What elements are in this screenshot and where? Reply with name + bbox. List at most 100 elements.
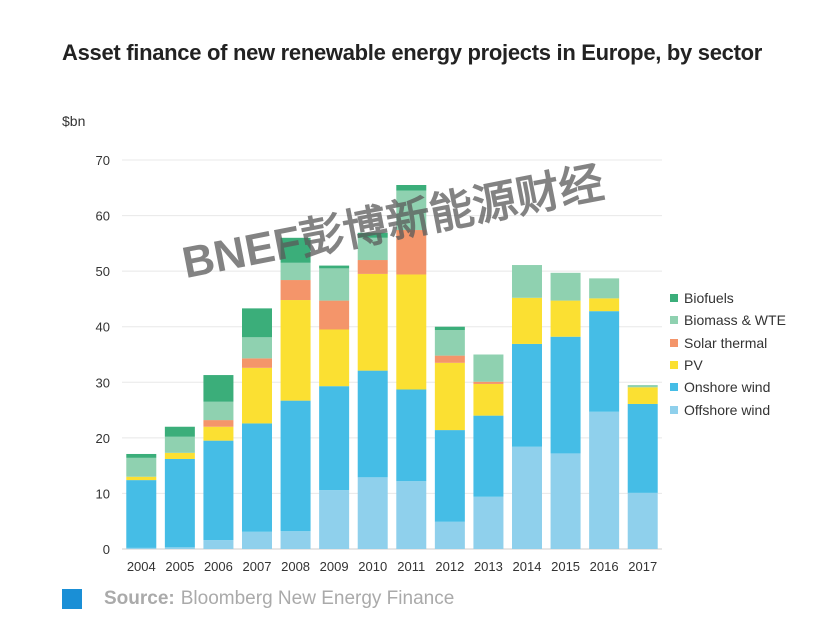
bar-segment-offshore-wind-2005 bbox=[164, 547, 195, 549]
bar-segment-pv-2010 bbox=[357, 273, 388, 371]
bar-segment-biomass-wte-2013 bbox=[473, 354, 504, 382]
bar-segment-onshore-wind-2015 bbox=[550, 336, 581, 454]
bar-segment-offshore-wind-2014 bbox=[512, 446, 542, 549]
bar-segment-pv-2012 bbox=[434, 362, 465, 431]
bar-segment-biomass-wte-2017 bbox=[627, 385, 658, 388]
bar-segment-offshore-wind-2017 bbox=[627, 492, 658, 549]
bar-segment-pv-2004 bbox=[126, 476, 157, 481]
x-tick-label: 2006 bbox=[204, 559, 233, 574]
y-tick-label: 10 bbox=[96, 486, 110, 501]
bar-segment-offshore-wind-2009 bbox=[319, 490, 350, 549]
bar-segment-solar-thermal-2007 bbox=[242, 358, 272, 368]
x-tick-label: 2012 bbox=[435, 559, 464, 574]
x-tick-label: 2010 bbox=[358, 559, 387, 574]
bar-segment-solar-thermal-2009 bbox=[319, 300, 350, 330]
legend-label: Biomass & WTE bbox=[684, 312, 786, 329]
y-axis-label: $bn bbox=[62, 113, 86, 129]
x-tick-label: 2017 bbox=[628, 559, 657, 574]
bar-segment-biomass-wte-2015 bbox=[550, 272, 581, 301]
x-tick-label: 2015 bbox=[551, 559, 580, 574]
bar-segment-onshore-wind-2013 bbox=[473, 415, 504, 497]
bar-segment-solar-thermal-2013 bbox=[473, 381, 504, 384]
legend-swatch-icon bbox=[670, 316, 678, 325]
bar-segment-offshore-wind-2012 bbox=[434, 521, 465, 549]
bar-segment-biomass-wte-2010 bbox=[357, 237, 388, 261]
bar-segment-pv-2011 bbox=[396, 274, 427, 390]
bar-segment-biomass-wte-2012 bbox=[434, 330, 465, 356]
legend-label: Solar thermal bbox=[684, 334, 768, 351]
bar-segment-pv-2005 bbox=[164, 452, 195, 459]
bar-segment-biomass-wte-2009 bbox=[319, 268, 350, 301]
bar-segment-biomass-wte-2011 bbox=[396, 190, 427, 231]
bar-segment-solar-thermal-2011 bbox=[396, 230, 427, 275]
bar-segment-pv-2016 bbox=[589, 298, 620, 312]
bar-segment-onshore-wind-2005 bbox=[164, 458, 195, 548]
y-tick-label: 30 bbox=[96, 375, 110, 390]
bar-segment-biofuels-2004 bbox=[126, 453, 157, 458]
y-tick-label: 20 bbox=[96, 431, 110, 446]
legend-swatch-icon bbox=[670, 361, 678, 370]
bar-segment-biofuels-2009 bbox=[319, 265, 350, 269]
source-square-icon bbox=[62, 589, 82, 609]
source-label: Source: bbox=[104, 588, 175, 609]
x-tick-label: 2014 bbox=[513, 559, 542, 574]
bar-segment-biomass-wte-2008 bbox=[280, 262, 311, 281]
bar-segment-offshore-wind-2016 bbox=[589, 411, 620, 549]
bar-segment-biofuels-2007 bbox=[242, 308, 272, 338]
bar-segment-onshore-wind-2006 bbox=[203, 440, 234, 541]
x-tick-label: 2016 bbox=[590, 559, 619, 574]
bar-segment-onshore-wind-2014 bbox=[512, 343, 542, 447]
y-tick-label: 0 bbox=[103, 542, 110, 557]
bar-segment-offshore-wind-2010 bbox=[357, 477, 388, 549]
bar-segment-pv-2007 bbox=[242, 367, 272, 424]
x-tick-label: 2011 bbox=[397, 559, 425, 574]
bar-segment-onshore-wind-2009 bbox=[319, 386, 350, 491]
bar-segment-onshore-wind-2008 bbox=[280, 400, 311, 532]
bar-segment-onshore-wind-2004 bbox=[126, 480, 157, 548]
x-tick-label: 2009 bbox=[320, 559, 349, 574]
bar-segment-biomass-wte-2004 bbox=[126, 457, 157, 477]
bar-segment-pv-2008 bbox=[280, 300, 311, 401]
bar-segment-onshore-wind-2010 bbox=[357, 370, 388, 478]
bar-segment-onshore-wind-2007 bbox=[242, 423, 272, 532]
y-tick-label: 70 bbox=[96, 153, 110, 168]
source-text: Bloomberg New Energy Finance bbox=[180, 588, 455, 609]
bar-segment-biofuels-2011 bbox=[396, 185, 427, 191]
legend-item: Onshore wind bbox=[670, 376, 786, 398]
x-tick-label: 2004 bbox=[127, 559, 156, 574]
bar-segment-onshore-wind-2011 bbox=[396, 389, 427, 482]
bar-segment-pv-2015 bbox=[550, 300, 581, 337]
source-note: Source: Bloomberg New Energy Finance bbox=[62, 588, 454, 610]
bar-segment-biofuels-2010 bbox=[357, 232, 388, 238]
bar-segment-solar-thermal-2012 bbox=[434, 355, 465, 363]
bar-segment-pv-2017 bbox=[627, 387, 658, 404]
legend-swatch-icon bbox=[670, 294, 678, 303]
x-tick-label: 2005 bbox=[165, 559, 194, 574]
legend-item: Solar thermal bbox=[670, 332, 786, 354]
bar-segment-pv-2013 bbox=[473, 383, 504, 416]
bar-segment-offshore-wind-2015 bbox=[550, 453, 581, 549]
x-tick-label: 2007 bbox=[243, 559, 272, 574]
bar-segment-pv-2006 bbox=[203, 426, 234, 441]
bar-segment-biomass-wte-2005 bbox=[164, 436, 195, 453]
x-tick-label: 2013 bbox=[474, 559, 503, 574]
bar-segment-biofuels-2012 bbox=[434, 326, 465, 331]
bar-segment-biofuels-2005 bbox=[164, 426, 195, 437]
bar-segment-offshore-wind-2013 bbox=[473, 496, 504, 549]
legend-item: Biofuels bbox=[670, 287, 786, 309]
legend-label: Offshore wind bbox=[684, 401, 771, 418]
bar-segment-biofuels-2006 bbox=[203, 375, 234, 402]
y-tick-label: 40 bbox=[96, 320, 110, 335]
legend-label: PV bbox=[684, 357, 703, 374]
legend-swatch-icon bbox=[670, 405, 678, 414]
legend-item: PV bbox=[670, 354, 786, 376]
bar-segment-biofuels-2008 bbox=[280, 237, 311, 263]
y-tick-label: 50 bbox=[96, 264, 110, 279]
legend-label: Onshore wind bbox=[684, 379, 771, 396]
legend-item: Offshore wind bbox=[670, 398, 786, 420]
bar-segment-solar-thermal-2010 bbox=[357, 260, 388, 274]
bar-segment-solar-thermal-2006 bbox=[203, 420, 234, 427]
bar-segment-onshore-wind-2012 bbox=[434, 430, 465, 522]
bar-segment-pv-2009 bbox=[319, 329, 350, 387]
